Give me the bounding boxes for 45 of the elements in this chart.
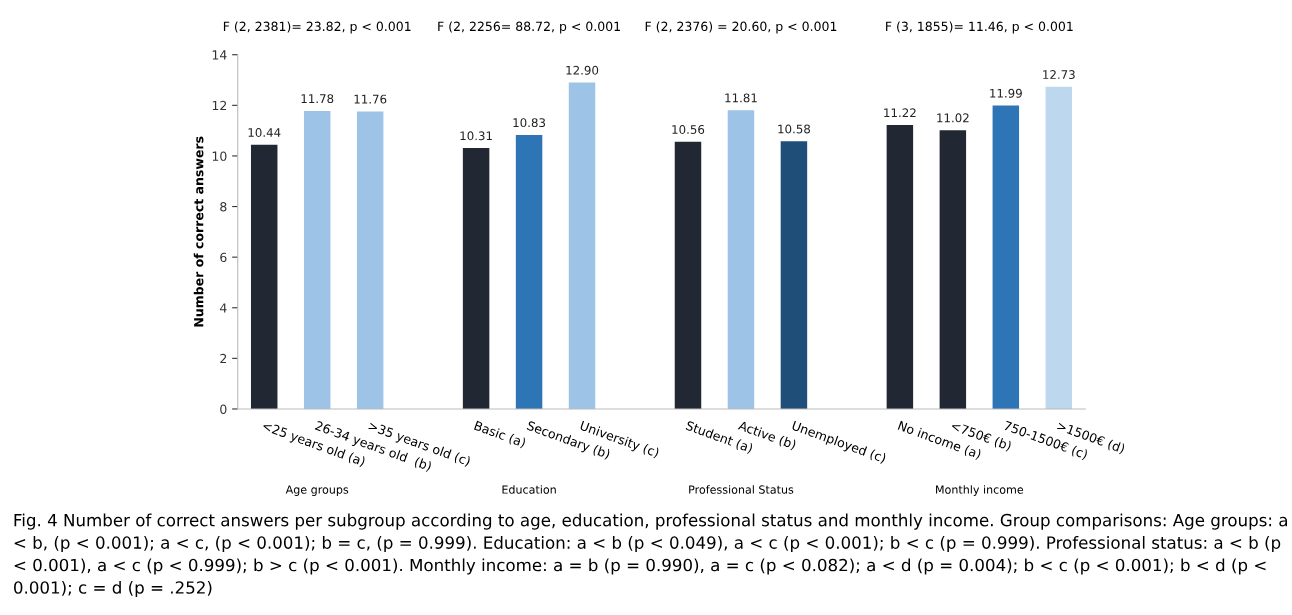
data-label: 10.31: [460, 131, 492, 141]
bar: [356, 111, 384, 409]
caption: Fig. 4 Number of correct answers per subgroup according to age, education, professional status and monthly income. Group comparisons: Age groups: a < b, (p < 0.001); a < c, (p < 0.001); b = c, (p = 0.999). Education: a < b (p < 0.049), a < c (p < 0.001); b < c (p = 0.999). Professional status: a < b (p < 0.001), a < c (p < 0.999); b > c (p < 0.001). Monthly income: a = b (p = 0.990), a = c (p < 0.082); a < d (p = 0.004); b < c (p < 0.001); b < d (p < 0.001); c = d (p = .252): [14, 513, 1287, 598]
bar: [303, 110, 331, 409]
data-label: 12.90: [566, 65, 599, 75]
data-label: 11.02: [937, 113, 969, 123]
y-tick-label: 4: [219, 303, 227, 313]
data-label: 10.56: [672, 125, 705, 134]
bar: [568, 82, 596, 409]
data-label: 11.78: [301, 94, 334, 104]
text: F (2, 2256= 88.72, p < 0.001: [438, 21, 620, 34]
bar: [886, 125, 914, 409]
y-tick-label: 6: [220, 252, 227, 263]
bar: [674, 141, 702, 409]
y-tick-label: 10: [212, 151, 227, 161]
x-tick-label: Basic (a): [473, 420, 527, 449]
text: F (2, 2376) = 20.60, p < 0.001: [645, 21, 837, 34]
bar: [250, 144, 278, 409]
text: Professional Status: [689, 485, 794, 494]
data-label: 12.73: [1043, 70, 1075, 80]
y-tick-label: 12: [212, 100, 227, 111]
text: Age groups: [285, 485, 349, 496]
bar: [780, 141, 808, 409]
data-label: 11.76: [354, 94, 387, 104]
data-label: 10.58: [778, 124, 811, 134]
bar: [727, 110, 755, 409]
text: F (3, 1855)= 11.46, p < 0.001: [886, 21, 1073, 34]
bar: [515, 134, 543, 409]
text: F (2, 2381)= 23.82, p < 0.001: [223, 21, 411, 34]
data-label: 10.83: [513, 118, 546, 128]
bar: [939, 130, 967, 409]
y-tick-label: 2: [220, 353, 227, 364]
y-axis-title: Number of correct answers: [193, 136, 204, 327]
data-label: 11.22: [884, 108, 916, 118]
text: Monthly income: [936, 485, 1024, 496]
data-label: 11.81: [725, 93, 757, 103]
y-tick-label: 8: [220, 202, 227, 212]
y-tick-label: 14: [212, 50, 227, 60]
y-tick-label: 0: [220, 404, 227, 414]
data-label: 11.99: [990, 88, 1022, 98]
bar: [462, 148, 490, 409]
data-label: 10.44: [248, 128, 281, 137]
text: Education: [502, 485, 556, 494]
bar: [992, 105, 1020, 409]
bar: [1045, 86, 1073, 409]
